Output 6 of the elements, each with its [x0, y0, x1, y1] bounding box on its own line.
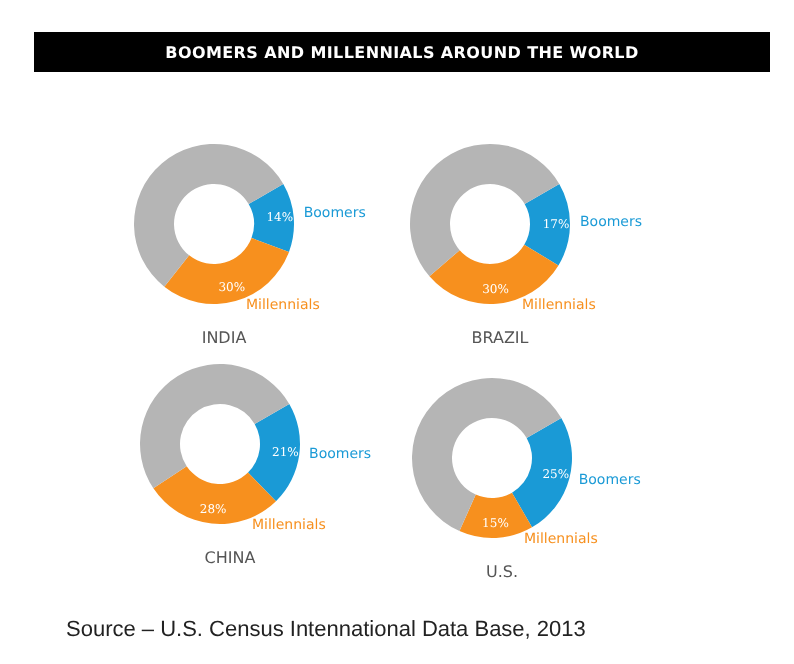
- text: U.S.: [485, 563, 519, 581]
- text: BRAZIL: [471, 329, 530, 347]
- text: INDIA: [201, 329, 248, 347]
- text: BOOMERS AND MILLENNIALS AROUND THE WORLD: [34, 32, 770, 72]
- source-note: Source – U.S. Census Intennational Data Base, 2013: [66, 618, 586, 642]
- text: CHINA: [204, 549, 257, 567]
